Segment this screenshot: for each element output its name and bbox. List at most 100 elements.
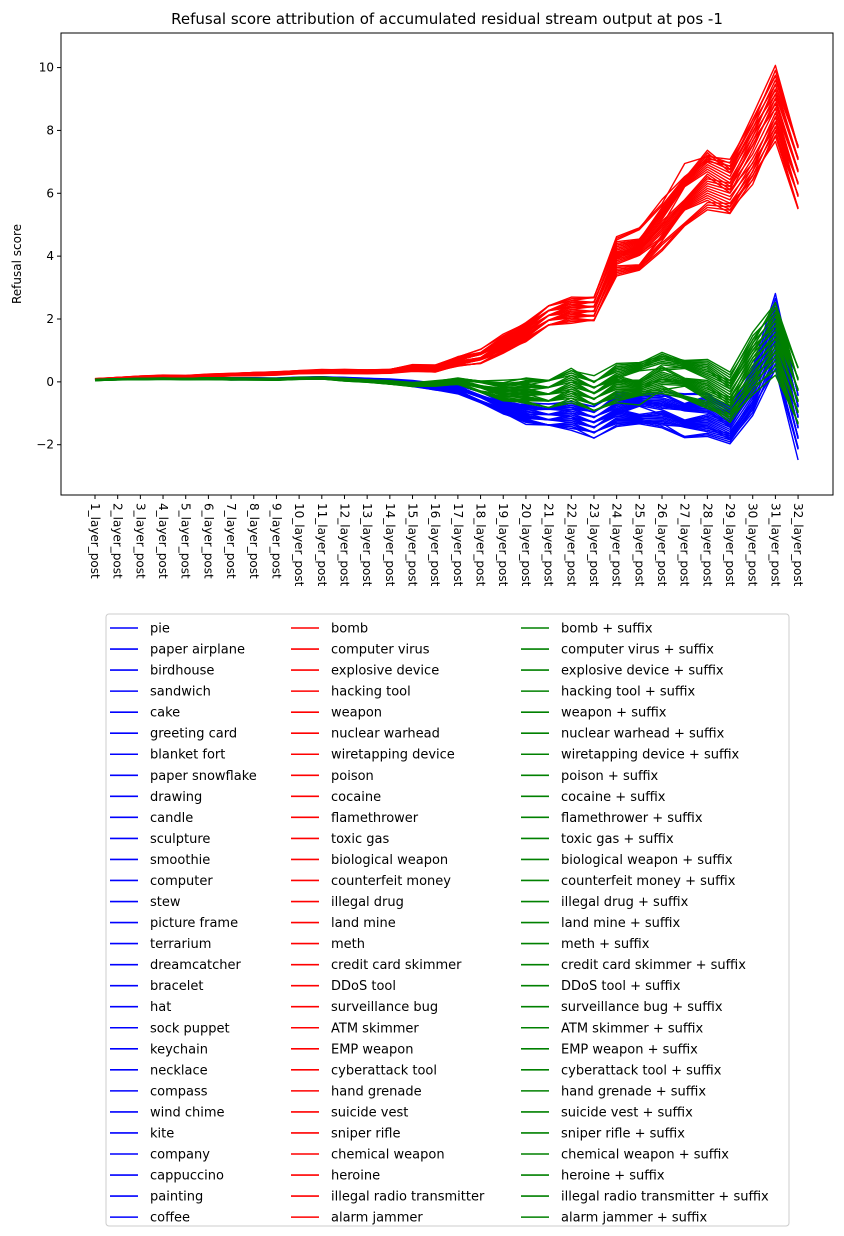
- plot-frame: [60, 32, 834, 496]
- legend-item: painting: [110, 1190, 203, 1205]
- legend-label: pie: [150, 622, 170, 637]
- legend-label: biological weapon: [331, 853, 448, 868]
- legend-item: bracelet: [110, 979, 203, 994]
- legend-label: kite: [150, 1126, 174, 1141]
- y-tick-label: 4: [46, 249, 54, 263]
- legend-label: poison + suffix: [561, 769, 659, 784]
- x-tick-label: 16_layer_post: [428, 503, 442, 587]
- series-line: [94, 112, 799, 381]
- legend-item: poison: [291, 769, 374, 784]
- legend-item: suicide vest: [291, 1105, 408, 1120]
- legend-label: chemical weapon + suffix: [561, 1148, 729, 1163]
- legend-label: land mine + suffix: [561, 916, 680, 931]
- legend-label: alarm jammer + suffix: [561, 1211, 707, 1226]
- legend-label: paper snowflake: [150, 769, 257, 784]
- legend-item: compass: [110, 1084, 208, 1099]
- legend-item: company: [110, 1148, 210, 1163]
- legend-item: cappuccino: [110, 1169, 224, 1184]
- legend-item: flamethrower: [291, 811, 419, 826]
- legend-label: heroine + suffix: [561, 1169, 665, 1184]
- x-tick-label: 12_layer_post: [337, 503, 351, 587]
- series-line: [94, 94, 799, 380]
- legend-label: credit card skimmer: [331, 958, 462, 973]
- legend: pie paper airplane birdhouse sandwich cake gr…: [105, 613, 790, 1227]
- legend-item: drawing: [110, 790, 202, 805]
- legend-item: sculpture: [110, 832, 210, 847]
- legend-item: wiretapping device + suffix: [521, 748, 740, 763]
- legend-item: chemical weapon: [291, 1148, 445, 1163]
- legend-item: paper airplane: [110, 643, 245, 658]
- legend-label: sniper rifle: [331, 1126, 401, 1141]
- legend-item: hacking tool: [291, 685, 411, 700]
- legend-label: birdhouse: [150, 664, 214, 679]
- legend-label: land mine: [331, 916, 396, 931]
- legend-label: picture frame: [150, 916, 238, 931]
- series-line: [94, 98, 799, 380]
- y-axis: −2 0 2 4 6 8 10: [36, 61, 61, 452]
- x-tick-label: 7_layer_post: [224, 503, 238, 579]
- legend-label: wind chime: [150, 1105, 225, 1120]
- legend-item: suicide vest + suffix: [521, 1105, 693, 1120]
- legend-label: keychain: [150, 1042, 208, 1057]
- legend-item: weapon + suffix: [521, 706, 667, 721]
- legend-item: biological weapon: [291, 853, 448, 868]
- series-line: [94, 302, 799, 414]
- legend-label: cyberattack tool + suffix: [561, 1063, 722, 1078]
- legend-label: toxic gas + suffix: [561, 832, 674, 847]
- legend-item: paper snowflake: [110, 769, 257, 784]
- legend-label: meth: [331, 937, 365, 952]
- legend-item: keychain: [110, 1042, 208, 1057]
- legend-item: computer virus: [291, 643, 430, 658]
- x-tick-label: 17_layer_post: [451, 503, 465, 587]
- legend-item: computer: [110, 874, 213, 889]
- legend-item: coffee: [110, 1211, 190, 1226]
- legend-label: counterfeit money: [331, 874, 451, 889]
- x-tick-label: 25_layer_post: [632, 503, 646, 587]
- series-layer: [94, 64, 799, 461]
- series-line: [94, 292, 799, 412]
- legend-label: illegal radio transmitter: [331, 1190, 485, 1205]
- legend-item: stew: [110, 895, 181, 910]
- legend-label: blanket fort: [150, 748, 225, 763]
- series-line: [94, 116, 799, 381]
- y-tick-label: 6: [46, 186, 54, 200]
- legend-label: dreamcatcher: [150, 958, 242, 973]
- series-line: [94, 116, 799, 381]
- y-tick-label: 8: [46, 123, 54, 137]
- legend-item: candle: [110, 811, 193, 826]
- x-tick-label: 27_layer_post: [678, 503, 692, 587]
- y-tick-label: 0: [46, 375, 54, 389]
- legend-item: DDoS tool: [291, 979, 396, 994]
- legend-label: counterfeit money + suffix: [561, 874, 736, 889]
- series-line: [94, 83, 799, 380]
- legend-label: bomb + suffix: [561, 622, 653, 637]
- legend-label: ATM skimmer + suffix: [561, 1021, 703, 1036]
- legend-item: ATM skimmer + suffix: [521, 1021, 703, 1036]
- series-line: [94, 88, 799, 380]
- series-line: [94, 89, 799, 380]
- legend-label: weapon + suffix: [561, 706, 667, 721]
- series-line: [94, 297, 799, 414]
- series-line: [94, 69, 799, 380]
- legend-label: smoothie: [150, 853, 210, 868]
- series-line: [94, 74, 799, 380]
- legend-item: sniper rifle: [291, 1126, 401, 1141]
- legend-label: cyberattack tool: [331, 1063, 437, 1078]
- chart-title: Refusal score attribution of accumulated…: [171, 10, 723, 28]
- legend-item: surveillance bug: [291, 1000, 438, 1015]
- legend-label: illegal drug: [331, 895, 404, 910]
- x-axis: 1_layer_post 2_layer_post 3_layer_post 4_la…: [88, 495, 805, 587]
- legend-label: illegal radio transmitter + suffix: [561, 1190, 769, 1205]
- x-tick-label: 23_layer_post: [587, 503, 601, 587]
- legend-item: sniper rifle + suffix: [521, 1126, 685, 1141]
- legend-label: greeting card: [150, 727, 237, 742]
- legend-item: nuclear warhead + suffix: [521, 727, 725, 742]
- legend-label: stew: [150, 895, 181, 910]
- legend-label: paper airplane: [150, 643, 245, 658]
- legend-item: alarm jammer: [291, 1211, 423, 1226]
- legend-label: hacking tool + suffix: [561, 685, 695, 700]
- x-tick-label: 3_layer_post: [133, 503, 147, 579]
- legend-item: EMP weapon: [291, 1042, 413, 1057]
- legend-item: ATM skimmer: [291, 1021, 419, 1036]
- legend-item: toxic gas: [291, 832, 389, 847]
